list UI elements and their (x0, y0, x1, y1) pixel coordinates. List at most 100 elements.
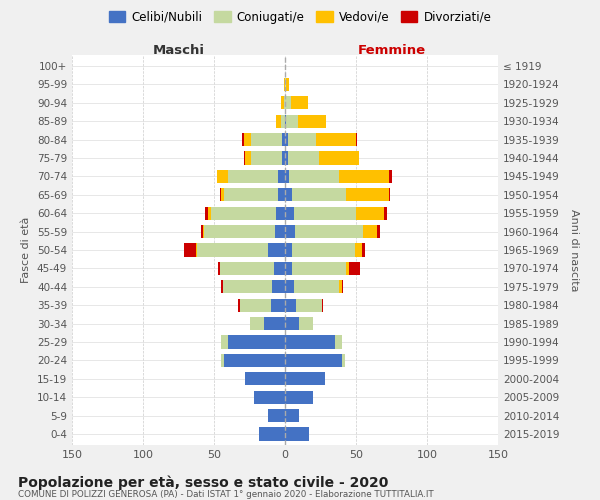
Bar (285, 336, 335, 348)
Bar (251, 133, 282, 146)
Bar (285, 354, 342, 367)
Bar (285, 372, 325, 386)
Bar (244, 133, 251, 146)
Bar (289, 170, 339, 183)
Bar (224, 188, 278, 202)
Bar (356, 133, 358, 146)
Bar (285, 262, 292, 275)
Bar (285, 206, 293, 220)
Bar (346, 188, 389, 202)
Bar (224, 354, 285, 367)
Bar (292, 244, 355, 256)
Bar (208, 206, 211, 220)
Bar (295, 225, 363, 238)
Bar (268, 409, 285, 422)
Bar (342, 354, 344, 367)
Text: Popolazione per età, sesso e stato civile - 2020: Popolazione per età, sesso e stato civil… (18, 476, 388, 490)
Bar (274, 262, 285, 275)
Bar (290, 96, 308, 110)
Bar (285, 409, 299, 422)
Legend: Celibi/Nubili, Coniugati/e, Vedovi/e, Divorziati/e: Celibi/Nubili, Coniugati/e, Vedovi/e, Di… (104, 6, 496, 28)
Bar (221, 354, 224, 367)
Bar (322, 298, 323, 312)
Bar (285, 317, 299, 330)
Bar (221, 280, 223, 293)
Bar (271, 298, 285, 312)
Bar (363, 225, 377, 238)
Bar (218, 262, 220, 275)
Bar (197, 244, 268, 256)
Bar (346, 262, 349, 275)
Bar (201, 225, 203, 238)
Bar (282, 133, 285, 146)
Bar (288, 152, 319, 164)
Bar (335, 336, 342, 348)
Bar (245, 152, 251, 164)
Bar (239, 298, 271, 312)
Bar (285, 78, 286, 91)
Bar (278, 188, 285, 202)
Bar (362, 244, 365, 256)
Bar (355, 244, 362, 256)
Bar (284, 96, 285, 110)
Bar (228, 336, 285, 348)
Bar (277, 114, 281, 128)
Bar (293, 206, 356, 220)
Bar (221, 336, 228, 348)
Bar (292, 262, 346, 275)
Y-axis label: Anni di nascita: Anni di nascita (569, 209, 579, 291)
Bar (282, 152, 285, 164)
Bar (356, 206, 385, 220)
Bar (281, 114, 285, 128)
Bar (285, 298, 296, 312)
Bar (217, 170, 228, 183)
Bar (377, 225, 380, 238)
Bar (285, 280, 293, 293)
Y-axis label: Fasce di età: Fasce di età (22, 217, 31, 283)
Bar (286, 78, 289, 91)
Bar (293, 280, 339, 293)
Bar (275, 225, 285, 238)
Bar (203, 225, 204, 238)
Bar (286, 114, 298, 128)
Bar (184, 244, 196, 256)
Text: Femmine: Femmine (358, 44, 425, 57)
Bar (389, 188, 390, 202)
Text: Maschi: Maschi (152, 44, 205, 57)
Bar (285, 428, 309, 440)
Bar (285, 225, 295, 238)
Bar (254, 390, 285, 404)
Bar (285, 96, 290, 110)
Text: COMUNE DI POLIZZI GENEROSA (PA) - Dati ISTAT 1° gennaio 2020 - Elaborazione TUTT: COMUNE DI POLIZZI GENEROSA (PA) - Dati I… (18, 490, 434, 499)
Bar (385, 206, 387, 220)
Bar (285, 152, 288, 164)
Bar (211, 206, 277, 220)
Bar (250, 317, 264, 330)
Bar (285, 244, 292, 256)
Bar (272, 280, 285, 293)
Bar (238, 298, 239, 312)
Bar (221, 188, 224, 202)
Bar (277, 206, 285, 220)
Bar (284, 78, 285, 91)
Bar (288, 133, 316, 146)
Bar (389, 170, 392, 183)
Bar (299, 317, 313, 330)
Bar (278, 170, 285, 183)
Bar (204, 225, 275, 238)
Bar (220, 188, 221, 202)
Bar (244, 152, 245, 164)
Bar (196, 244, 197, 256)
Bar (296, 298, 322, 312)
Bar (339, 280, 342, 293)
Bar (245, 372, 285, 386)
Bar (298, 114, 326, 128)
Bar (223, 280, 272, 293)
Bar (259, 428, 285, 440)
Bar (285, 390, 313, 404)
Bar (220, 262, 274, 275)
Bar (281, 96, 284, 110)
Bar (205, 206, 208, 220)
Bar (319, 152, 359, 164)
Bar (228, 170, 278, 183)
